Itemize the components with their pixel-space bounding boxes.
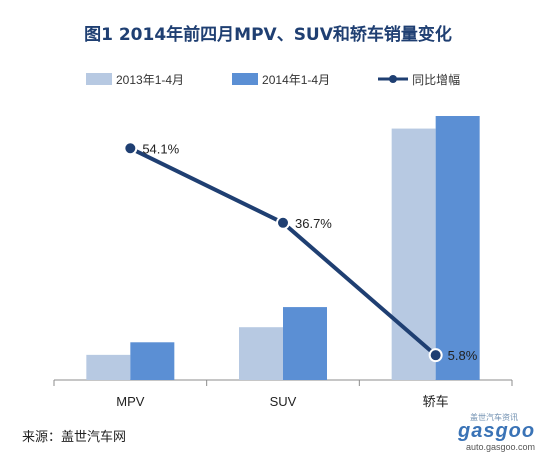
bar-轿车-1 bbox=[435, 116, 480, 380]
gasgoo-watermark-logo: 盖世汽车资讯 gasgoo auto.gasgoo.com bbox=[446, 412, 536, 452]
watermark-url-text: auto.gasgoo.com bbox=[466, 442, 536, 452]
legend-label-2014: 2014年1-4月 bbox=[262, 72, 331, 87]
chart-legend: 2013年1-4月 2014年1-4月 同比增幅 bbox=[86, 70, 508, 88]
x-tick-label: SUV bbox=[270, 394, 297, 409]
legend-label-2013: 2013年1-4月 bbox=[116, 72, 185, 87]
x-tick-label: 轿车 bbox=[423, 394, 449, 409]
bar-MPV-0 bbox=[86, 354, 131, 380]
growth-data-label: 54.1% bbox=[142, 141, 179, 156]
growth-data-label: 36.7% bbox=[295, 216, 332, 231]
source-note: 来源：盖世汽车网 bbox=[22, 429, 127, 444]
legend-line-swatch bbox=[378, 75, 409, 83]
legend-swatch-2014 bbox=[232, 73, 259, 85]
chart-title: 图1 2014年前四月MPV、SUV和轿车销量变化 bbox=[84, 25, 452, 45]
growth-point bbox=[123, 141, 138, 156]
growth-data-label: 5.8% bbox=[448, 348, 478, 363]
watermark-top-text: 盖世汽车资讯 bbox=[470, 413, 518, 422]
legend-item-2013: 2013年1-4月 bbox=[86, 71, 184, 88]
growth-point bbox=[428, 348, 443, 363]
x-tick-label: MPV bbox=[116, 394, 145, 409]
watermark-brand-text: gasgoo bbox=[458, 420, 536, 442]
legend-label-growth: 同比增幅 bbox=[412, 72, 461, 87]
bar-MPV-1 bbox=[130, 342, 175, 380]
bar-SUV-0 bbox=[239, 327, 283, 380]
legend-item-2014: 2014年1-4月 bbox=[232, 71, 330, 88]
legend-item-growth: 同比增幅 bbox=[378, 71, 460, 88]
growth-point bbox=[276, 215, 290, 230]
bar-轿车-0 bbox=[391, 128, 436, 380]
legend-swatch-2013 bbox=[86, 73, 112, 85]
bar-SUV-1 bbox=[283, 307, 327, 380]
